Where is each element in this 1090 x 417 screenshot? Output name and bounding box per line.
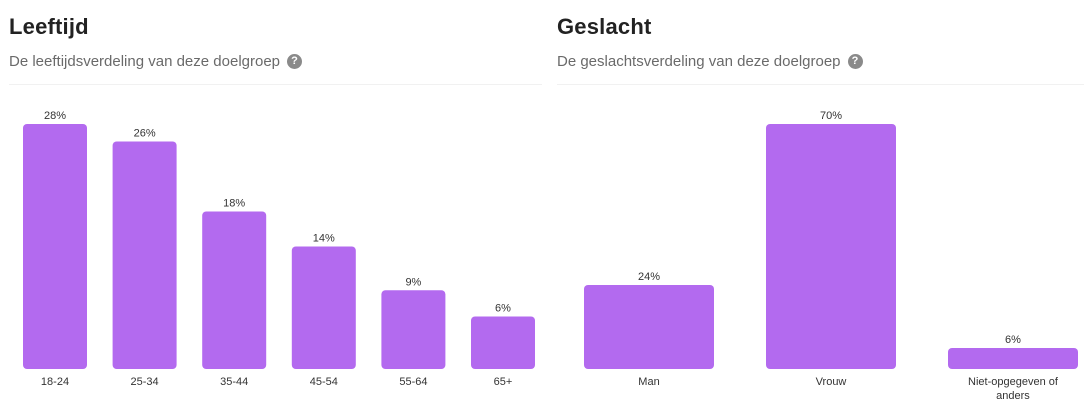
age-bar-0 bbox=[23, 124, 87, 369]
age-bar-3 bbox=[291, 246, 356, 369]
age-value-label-0: 28% bbox=[44, 110, 66, 122]
age-value-label-2: 18% bbox=[223, 198, 245, 210]
age-category-label-2: 35-44 bbox=[220, 376, 248, 388]
age-subtitle-text: De leeftijdsverdeling van deze doelgroep bbox=[9, 53, 281, 70]
age-value-label-1: 26% bbox=[134, 128, 156, 140]
gender-bar-1 bbox=[766, 124, 896, 369]
gender-value-label-2: 6% bbox=[1005, 334, 1021, 346]
age-bar-1 bbox=[112, 141, 177, 369]
age-category-label-1: 25-34 bbox=[131, 376, 159, 388]
gender-category-label-2: Niet-opgegeven of anders bbox=[968, 376, 1059, 402]
age-subtitle: De leeftijdsverdeling van deze doelgroep… bbox=[9, 53, 303, 70]
gender-bar-2 bbox=[948, 348, 1078, 369]
question-icon[interactable]: ? bbox=[847, 54, 863, 69]
age-value-label-4: 9% bbox=[405, 276, 421, 288]
gender-category-label-0: Man bbox=[638, 376, 659, 388]
age-category-label-0: 18-24 bbox=[41, 376, 69, 388]
age-title: Leeftijd bbox=[9, 14, 89, 39]
gender-bar-0 bbox=[584, 285, 714, 369]
age-divider bbox=[9, 84, 542, 85]
age-category-label-5: 65+ bbox=[494, 376, 513, 388]
age-value-label-3: 14% bbox=[313, 233, 335, 245]
gender-divider bbox=[557, 84, 1084, 85]
question-icon[interactable]: ? bbox=[287, 54, 303, 69]
gender-value-label-0: 24% bbox=[638, 271, 660, 283]
age-category-label-3: 45-54 bbox=[310, 376, 338, 388]
gender-title: Geslacht bbox=[557, 14, 652, 39]
gender-value-label-1: 70% bbox=[820, 110, 842, 122]
gender-bar-chart: 24% Man 70% Vrouw 6% Niet-opgegeven of anders bbox=[584, 110, 1078, 402]
age-bar-5 bbox=[471, 316, 535, 369]
age-bar-4 bbox=[381, 290, 446, 369]
gender-subtitle: De geslachtsverdeling van deze doelgroep… bbox=[557, 53, 863, 70]
age-bar-2 bbox=[202, 211, 267, 369]
age-panel: Leeftijd De leeftijdsverdeling van deze … bbox=[9, 14, 542, 388]
age-bar-chart: 28% 18-24 26% 25-34 18% 35-44 14% 45-54 9% 55-64 6… bbox=[23, 110, 535, 388]
age-category-label-4: 55-64 bbox=[399, 376, 427, 388]
gender-subtitle-text: De geslachtsverdeling van deze doelgroep bbox=[557, 53, 841, 70]
age-value-label-5: 6% bbox=[495, 303, 511, 315]
gender-panel: Geslacht De geslachtsverdeling van deze … bbox=[548, 0, 1090, 417]
gender-category-label-1: Vrouw bbox=[816, 376, 847, 388]
